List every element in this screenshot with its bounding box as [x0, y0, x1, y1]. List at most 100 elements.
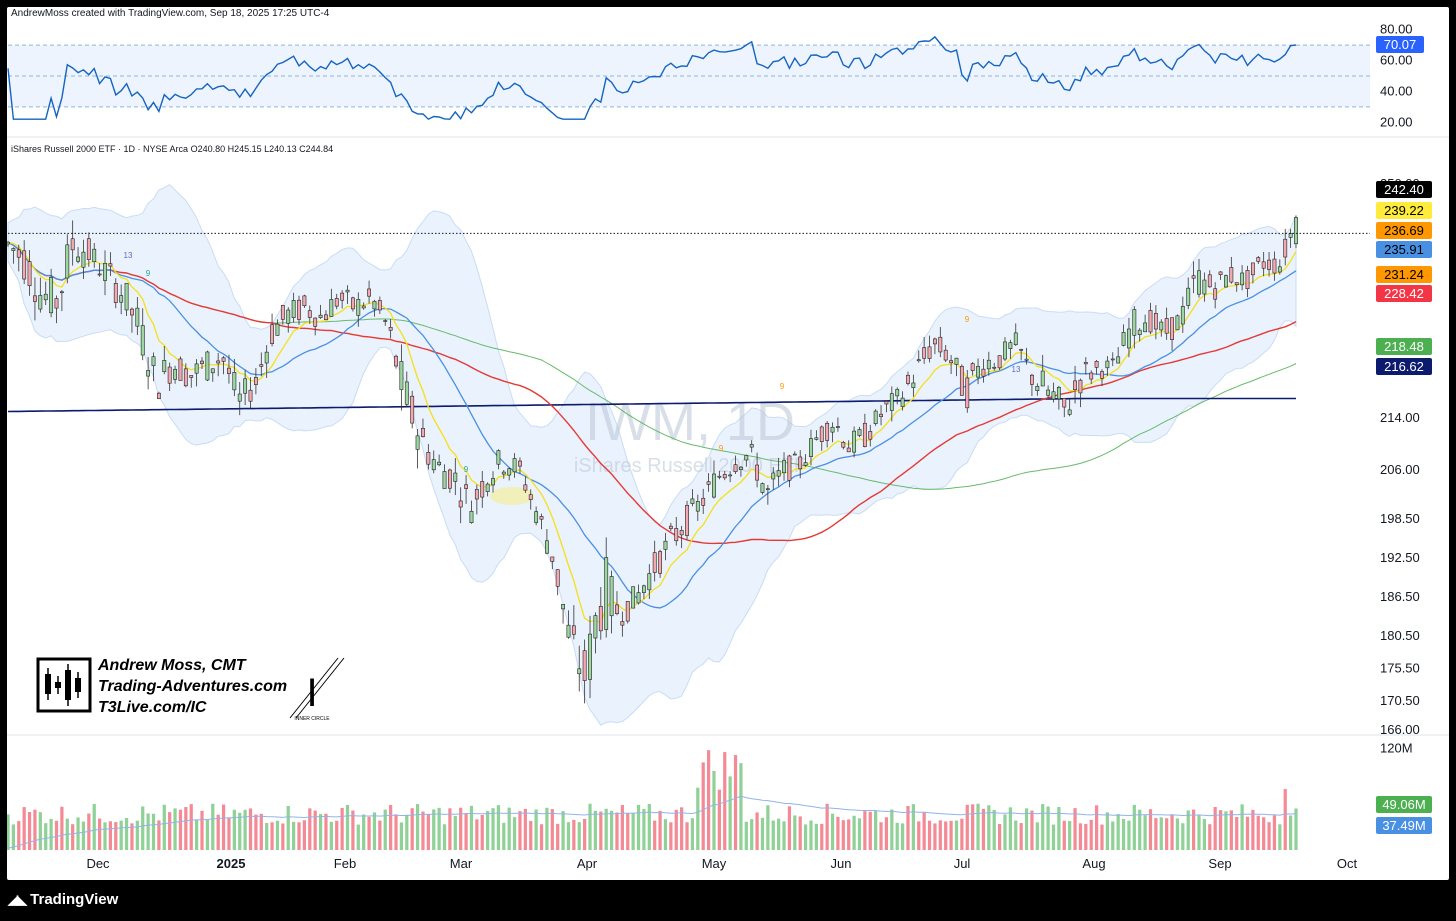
volume-label-bg	[1376, 817, 1432, 834]
volume-bar	[965, 804, 969, 850]
candle	[668, 525, 673, 529]
candle	[609, 576, 614, 617]
candle	[1229, 267, 1234, 283]
candle	[189, 375, 194, 378]
symbol-legend: iShares Russell 2000 ETF · 1D · NYSE Arc…	[11, 144, 334, 154]
volume-bar	[302, 820, 307, 850]
tradingview-logo-icon: ◢◣	[8, 892, 27, 907]
candle	[1121, 332, 1126, 346]
candle	[857, 429, 862, 436]
volume-bar	[356, 824, 360, 850]
candle	[1148, 310, 1153, 333]
candle	[1245, 270, 1250, 290]
volume-bar	[723, 752, 727, 850]
candle	[1116, 356, 1121, 364]
candle	[593, 615, 598, 639]
candle	[329, 299, 334, 317]
candle	[1180, 306, 1185, 325]
candle	[340, 292, 345, 301]
candle	[1030, 374, 1034, 385]
candle	[1218, 271, 1223, 275]
volume-label: 37.49M	[1382, 818, 1425, 833]
price-tick-label: 170.50	[1380, 693, 1420, 708]
signature-ic: T3Live.com/IC	[98, 699, 207, 716]
volume-bar	[141, 806, 145, 850]
volume-bar	[1051, 824, 1056, 850]
candle	[1207, 274, 1212, 288]
td-annotation: 9	[464, 465, 469, 474]
chart-svg[interactable]: IWM, 1D iShares Russell 2000 ETF 13 9 9 9 9 9 13…	[7, 7, 1449, 880]
tradingview-brand: TradingView	[30, 891, 119, 908]
volume-bar	[653, 820, 657, 850]
candle	[695, 501, 700, 512]
candle	[1191, 275, 1196, 279]
volume-bar	[803, 824, 808, 850]
price-tick-label: 198.50	[1380, 511, 1420, 526]
td-annotation: 9	[146, 269, 151, 278]
candle	[717, 475, 722, 478]
candle	[1277, 266, 1282, 273]
volume-bar	[399, 822, 404, 850]
candle	[426, 451, 431, 465]
candle	[280, 305, 285, 320]
volume-bar	[378, 820, 382, 850]
candle	[248, 389, 253, 402]
volume-bar	[566, 822, 571, 850]
candle	[11, 248, 16, 251]
candle	[830, 426, 835, 433]
volume-bar	[1262, 817, 1266, 850]
volume-bar	[1073, 808, 1077, 850]
candle	[1094, 361, 1099, 368]
volume-bar	[168, 812, 172, 850]
volume-bar	[631, 812, 635, 850]
candle	[81, 251, 86, 268]
signature-candle-icon	[75, 678, 81, 692]
candle	[685, 504, 689, 536]
volume-bar	[313, 810, 317, 850]
candle	[598, 605, 603, 632]
volume-bar	[1278, 824, 1282, 850]
candle	[1056, 387, 1061, 400]
candle	[582, 650, 587, 681]
candle	[922, 347, 927, 359]
candle	[124, 282, 129, 311]
candle	[70, 238, 75, 251]
volume-bar	[22, 807, 26, 850]
volume-bar	[453, 815, 457, 850]
volume-bar	[11, 824, 16, 850]
volume-bar	[324, 813, 328, 850]
volume-bar	[151, 813, 156, 850]
volume-bar	[1256, 815, 1260, 850]
volume-bar	[389, 805, 393, 850]
candle	[480, 481, 485, 498]
candle	[334, 298, 339, 307]
candle	[803, 462, 808, 466]
volume-bar	[685, 822, 689, 850]
candle	[706, 481, 711, 485]
volume-bar	[636, 804, 641, 850]
volume-bar	[523, 808, 527, 850]
candle	[205, 351, 210, 381]
candle	[232, 372, 237, 391]
badge-letter: I	[306, 671, 317, 715]
candle	[900, 397, 905, 407]
volume-bar	[426, 814, 430, 850]
candle	[652, 552, 657, 573]
volume-bar	[1078, 823, 1083, 850]
candle	[388, 327, 393, 331]
price-label: 231.24	[1384, 267, 1424, 282]
candle	[658, 551, 663, 574]
volume-bar	[130, 823, 134, 850]
candle	[173, 368, 177, 380]
candle	[916, 359, 921, 362]
time-axis-label: Mar	[450, 856, 473, 871]
time-axis-label: Sep	[1208, 856, 1231, 871]
tradingview-logo[interactable]: ◢◣ TradingView	[8, 891, 118, 908]
candle	[140, 325, 145, 356]
volume-bar	[777, 818, 781, 850]
candle	[146, 370, 151, 377]
volume-bar	[1024, 808, 1029, 850]
candle	[264, 351, 269, 364]
volume-bar	[1251, 809, 1255, 850]
volume-bar	[755, 812, 759, 850]
